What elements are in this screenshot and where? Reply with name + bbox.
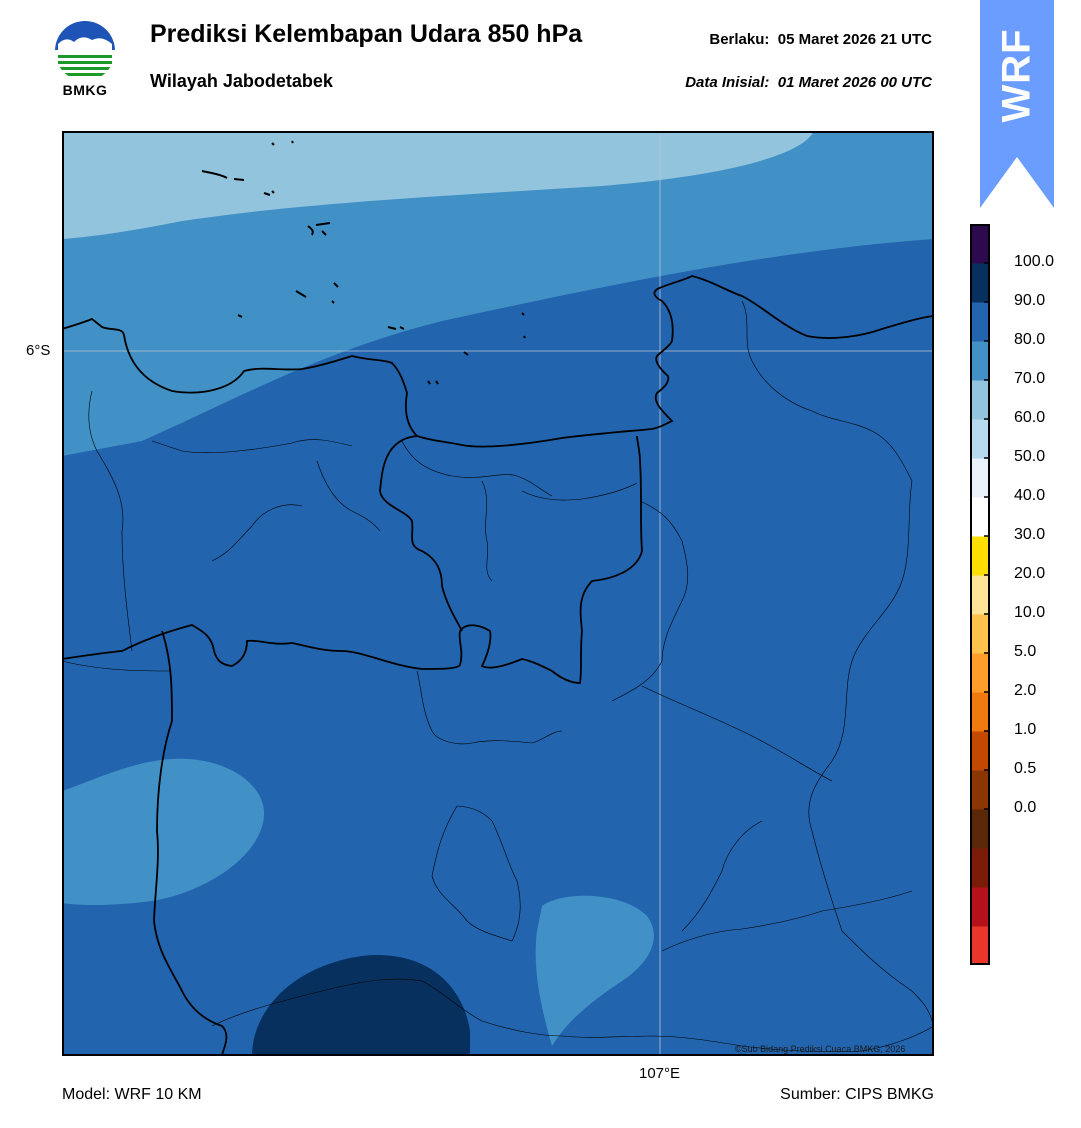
initial-time: Data Inisial: 01 Maret 2026 00 UTC [685, 74, 932, 91]
district-borders [62, 300, 934, 1053]
colorbar-tick-label: 40.0 [1014, 487, 1046, 504]
colorbar-segment [970, 536, 990, 576]
wrf-badge-shape-icon [980, 0, 1054, 208]
colorbar-tick-label: 50.0 [1014, 448, 1046, 465]
colorbar-segment [970, 302, 990, 342]
bmkg-emblem-icon [55, 21, 115, 81]
longitude-label: 107°E [639, 1065, 681, 1082]
humidity-colorbar [970, 224, 990, 966]
copyright-text: ©Sub Bidang Prediksi Cuaca BMKG, 2026 [735, 1044, 906, 1054]
colorbar-segment [970, 848, 990, 888]
page-title: Prediksi Kelembapan Udara 850 hPa [150, 20, 583, 48]
colorbar-labels: 100.0 90.0 80.0 70.0 60.0 50.0 40.0 30.0 20.0 10.… [1014, 224, 1080, 965]
bmkg-logo: BMKG [52, 20, 118, 102]
humidity-band-70-80-southwest [62, 758, 265, 906]
colorbar-segment [970, 224, 990, 264]
colorbar-segment [970, 575, 990, 615]
colorbar-svg [970, 224, 990, 966]
humidity-map [62, 131, 934, 1056]
initial-value: 01 Maret 2026 00 UTC [777, 74, 932, 91]
colorbar-segment [970, 770, 990, 810]
jakarta-border [379, 435, 463, 632]
colorbar-tick-label: 80.0 [1014, 331, 1046, 348]
colorbar-tick-label: 90.0 [1014, 292, 1046, 309]
colorbar-tick-label: 5.0 [1014, 643, 1037, 660]
valid-label: Berlaku: [709, 31, 770, 48]
colorbar-tick-label: 100.0 [1014, 253, 1055, 270]
colorbar-tick-label: 20.0 [1014, 565, 1046, 582]
colorbar-segment [970, 926, 990, 966]
wrf-badge: WRF [980, 0, 1054, 208]
colorbar-segment [970, 731, 990, 771]
logo-text: BMKG [62, 82, 108, 98]
initial-label: Data Inisial: [685, 74, 770, 91]
colorbar-tick-label: 1.0 [1014, 721, 1037, 738]
colorbar-tick-label: 70.0 [1014, 370, 1046, 387]
humidity-band-70-80 [62, 131, 934, 456]
western-province-border [153, 630, 228, 1056]
valid-value: 05 Maret 2026 21 UTC [777, 31, 932, 48]
offshore-islands [201, 140, 526, 385]
humidity-band-70-80-south [535, 895, 654, 1046]
colorbar-segment [970, 887, 990, 927]
humidity-map-svg [62, 131, 934, 1056]
colorbar-tick-label: 2.0 [1014, 682, 1037, 699]
province-border-banten-jabar [62, 435, 643, 684]
valid-time: Berlaku: 05 Maret 2026 21 UTC [709, 31, 932, 48]
colorbar-segment [970, 341, 990, 381]
colorbar-frame [970, 224, 990, 965]
colorbar-segment [970, 692, 990, 732]
colorbar-tick-label: 30.0 [1014, 526, 1046, 543]
colorbar-segment [970, 653, 990, 693]
source-info: Sumber: CIPS BMKG [780, 1086, 934, 1103]
colorbar-tick-label: 0.5 [1014, 760, 1037, 777]
colorbar-tick-label: 10.0 [1014, 604, 1046, 621]
latitude-label: 6°S [26, 342, 51, 359]
colorbar-tick-label: 60.0 [1014, 409, 1046, 426]
colorbar-segment [970, 380, 990, 420]
map-frame [62, 131, 934, 1056]
model-info: Model: WRF 10 KM [62, 1086, 202, 1103]
colorbar-segment [970, 419, 990, 459]
region-subtitle: Wilayah Jabodetabek [150, 71, 333, 91]
colorbar-segment [970, 263, 990, 303]
colorbar-segment [970, 614, 990, 654]
colorbar-segment [970, 458, 990, 498]
colorbar-segment [970, 497, 990, 537]
colorbar-tick-label: 0.0 [1014, 799, 1037, 816]
humidity-band-60-70-north [62, 131, 814, 239]
colorbar-segment [970, 809, 990, 849]
north-coastline [62, 275, 934, 448]
wrf-badge-text: WRF [994, 27, 1039, 123]
